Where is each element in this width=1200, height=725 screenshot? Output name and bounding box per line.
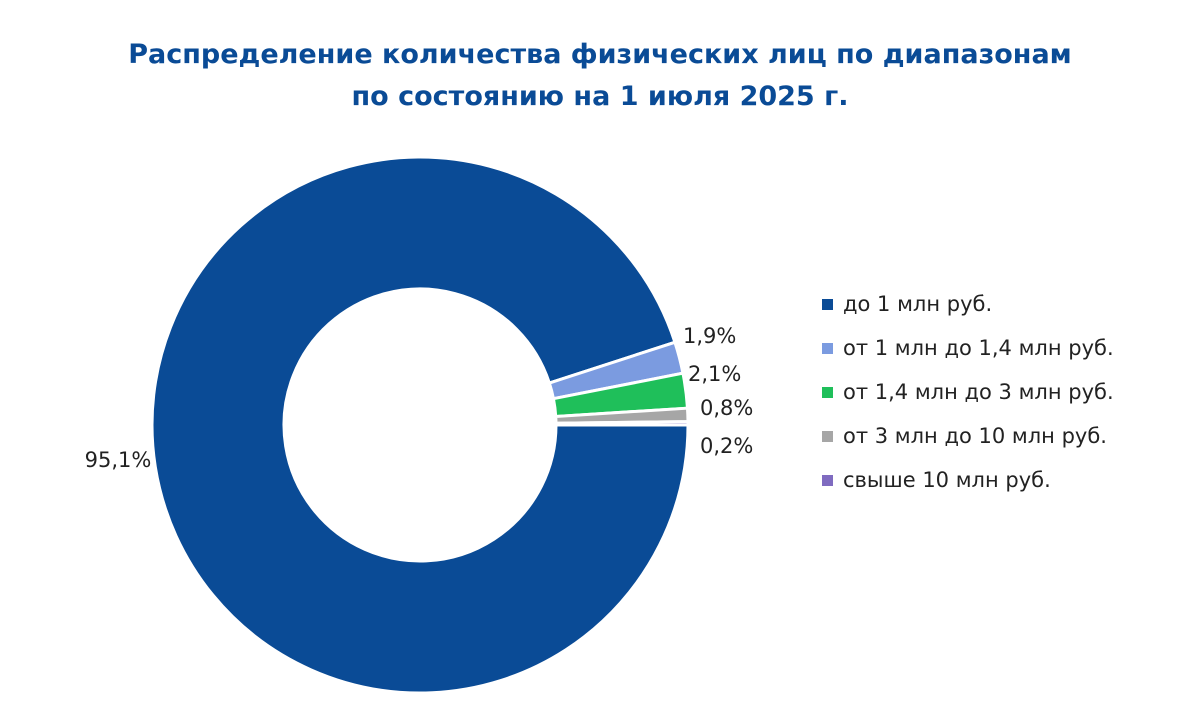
legend-item: от 1,4 млн до 3 млн руб.	[822, 370, 1114, 414]
legend-item: от 1 млн до 1,4 млн руб.	[822, 326, 1114, 370]
legend-item: до 1 млн руб.	[822, 282, 1114, 326]
slice-value-label: 1,9%	[683, 324, 736, 348]
slice-value-label: 0,8%	[700, 396, 753, 420]
legend-label: от 3 млн до 10 млн руб.	[843, 424, 1107, 448]
legend-label: от 1 млн до 1,4 млн руб.	[843, 336, 1114, 360]
slice-value-label: 95,1%	[85, 448, 152, 472]
legend-swatch	[822, 298, 833, 310]
legend-label: от 1,4 млн до 3 млн руб.	[843, 380, 1114, 404]
slice-value-label: 2,1%	[688, 362, 741, 386]
legend-label: свыше 10 млн руб.	[843, 468, 1051, 492]
legend-swatch	[822, 386, 833, 398]
legend-label: до 1 млн руб.	[843, 292, 993, 316]
chart-title: Распределение количества физических лиц …	[128, 39, 1072, 70]
slice-value-label: 0,2%	[700, 434, 753, 458]
chart-subtitle: по состоянию на 1 июля 2025 г.	[351, 81, 849, 112]
legend-item: от 3 млн до 10 млн руб.	[822, 414, 1114, 458]
chart-legend: до 1 млн руб. от 1 млн до 1,4 млн руб. о…	[822, 282, 1114, 502]
donut-slice	[554, 420, 690, 427]
legend-swatch	[822, 430, 833, 442]
chart-title-block: Распределение количества физических лиц …	[0, 34, 1200, 118]
donut-slice	[150, 155, 690, 695]
legend-swatch	[822, 474, 833, 486]
legend-swatch	[822, 342, 833, 354]
legend-item: свыше 10 млн руб.	[822, 458, 1114, 502]
